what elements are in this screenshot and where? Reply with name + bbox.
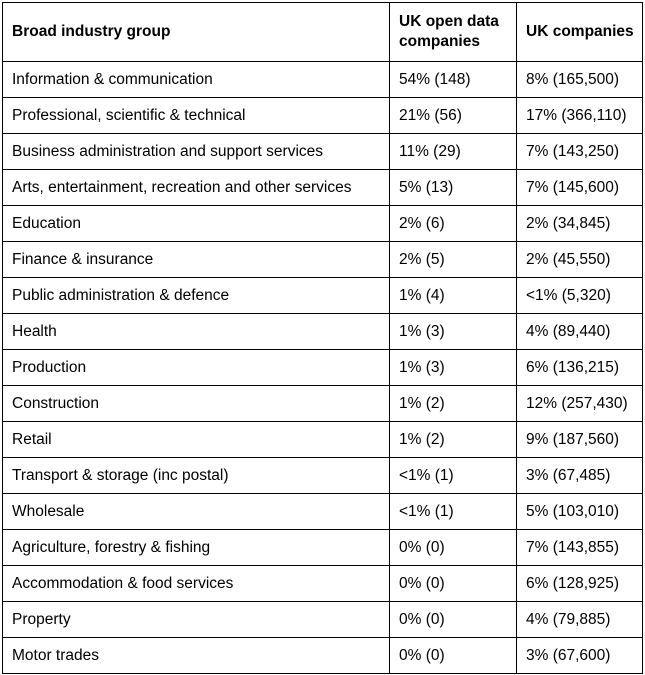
cell-uk-companies: 8% (165,500): [516, 61, 643, 98]
table-row: Property 0% (0) 4% (79,885): [2, 601, 643, 638]
cell-industry-group: Education: [2, 205, 390, 242]
cell-uk-companies: 9% (187,560): [516, 421, 643, 458]
cell-uk-companies: 4% (79,885): [516, 601, 643, 638]
cell-industry-group: Transport & storage (inc postal): [2, 457, 390, 494]
cell-industry-group: Motor trades: [2, 637, 390, 674]
table-row: Motor trades 0% (0) 3% (67,600): [2, 637, 643, 674]
cell-industry-group: Arts, entertainment, recreation and othe…: [2, 169, 390, 206]
table-row: Public administration & defence 1% (4) <1%…: [2, 277, 643, 314]
cell-industry-group: Production: [2, 349, 390, 386]
cell-industry-group: Professional, scientific & technical: [2, 97, 390, 134]
cell-industry-group: Construction: [2, 385, 390, 422]
cell-uk-companies: <1% (5,320): [516, 277, 643, 314]
cell-open-data-companies: 54% (148): [389, 61, 517, 98]
cell-industry-group: Information & communication: [2, 61, 390, 98]
cell-open-data-companies: 0% (0): [389, 529, 517, 566]
cell-uk-companies: 6% (136,215): [516, 349, 643, 386]
cell-open-data-companies: 5% (13): [389, 169, 517, 206]
cell-uk-companies: 7% (143,855): [516, 529, 643, 566]
cell-industry-group: Health: [2, 313, 390, 350]
cell-industry-group: Retail: [2, 421, 390, 458]
cell-uk-companies: 7% (143,250): [516, 133, 643, 170]
cell-uk-companies: 7% (145,600): [516, 169, 643, 206]
cell-open-data-companies: 1% (4): [389, 277, 517, 314]
cell-open-data-companies: 0% (0): [389, 601, 517, 638]
cell-uk-companies: 17% (366,110): [516, 97, 643, 134]
table-row: Construction 1% (2) 12% (257,430): [2, 385, 643, 422]
table-row: Agriculture, forestry & fishing 0% (0) 7% …: [2, 529, 643, 566]
table-row: Business administration and support serv…: [2, 133, 643, 170]
cell-open-data-companies: 21% (56): [389, 97, 517, 134]
cell-industry-group: Accommodation & food services: [2, 565, 390, 602]
table-row: Wholesale <1% (1) 5% (103,010): [2, 493, 643, 530]
cell-open-data-companies: 1% (3): [389, 313, 517, 350]
table-row: Finance & insurance 2% (5) 2% (45,550): [2, 241, 643, 278]
cell-uk-companies: 12% (257,430): [516, 385, 643, 422]
cell-open-data-companies: 0% (0): [389, 637, 517, 674]
cell-industry-group: Agriculture, forestry & fishing: [2, 529, 390, 566]
table-row: Retail 1% (2) 9% (187,560): [2, 421, 643, 458]
cell-industry-group: Finance & insurance: [2, 241, 390, 278]
table-row: Transport & storage (inc postal) <1% (1) 3…: [2, 457, 643, 494]
cell-industry-group: Business administration and support serv…: [2, 133, 390, 170]
header-row: Broad industry group UK open data compan…: [2, 2, 643, 62]
cell-open-data-companies: 11% (29): [389, 133, 517, 170]
cell-open-data-companies: 1% (2): [389, 421, 517, 458]
cell-industry-group: Property: [2, 601, 390, 638]
table-body: Information & communication 54% (148) 8% (…: [2, 61, 643, 674]
table-row: Information & communication 54% (148) 8% (…: [2, 61, 643, 98]
cell-uk-companies: 2% (34,845): [516, 205, 643, 242]
cell-open-data-companies: 0% (0): [389, 565, 517, 602]
cell-uk-companies: 4% (89,440): [516, 313, 643, 350]
cell-uk-companies: 5% (103,010): [516, 493, 643, 530]
cell-open-data-companies: 2% (6): [389, 205, 517, 242]
cell-uk-companies: 3% (67,600): [516, 637, 643, 674]
cell-open-data-companies: 1% (2): [389, 385, 517, 422]
table-row: Education 2% (6) 2% (34,845): [2, 205, 643, 242]
cell-uk-companies: 6% (128,925): [516, 565, 643, 602]
table-row: Production 1% (3) 6% (136,215): [2, 349, 643, 386]
cell-open-data-companies: <1% (1): [389, 457, 517, 494]
header-uk-open-data-companies: UK open data companies: [389, 2, 517, 62]
cell-uk-companies: 3% (67,485): [516, 457, 643, 494]
header-uk-companies: UK companies: [516, 2, 643, 62]
table-row: Professional, scientific & technical 21% …: [2, 97, 643, 134]
cell-uk-companies: 2% (45,550): [516, 241, 643, 278]
cell-open-data-companies: 2% (5): [389, 241, 517, 278]
header-broad-industry-group: Broad industry group: [2, 2, 390, 62]
table-row: Arts, entertainment, recreation and othe…: [2, 169, 643, 206]
cell-industry-group: Public administration & defence: [2, 277, 390, 314]
cell-open-data-companies: <1% (1): [389, 493, 517, 530]
table-row: Health 1% (3) 4% (89,440): [2, 313, 643, 350]
cell-open-data-companies: 1% (3): [389, 349, 517, 386]
cell-industry-group: Wholesale: [2, 493, 390, 530]
table-row: Accommodation & food services 0% (0) 6% (1…: [2, 565, 643, 602]
